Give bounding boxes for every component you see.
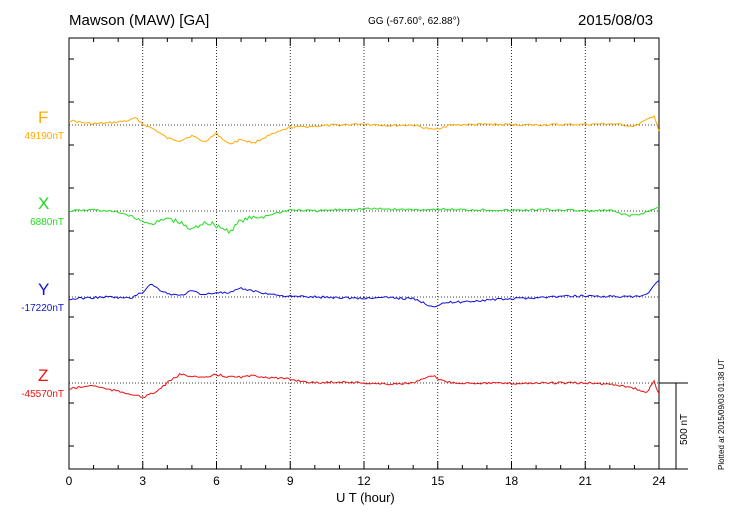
component-label-Y: Y — [38, 280, 50, 299]
geographic-coordinates: GG (-67.60°, 62.88°) — [368, 16, 460, 27]
vertical-gridlines — [142, 38, 586, 469]
component-label-Z: Z — [38, 366, 49, 385]
baseline-label-X: 6880nT — [30, 217, 64, 228]
trace-X — [68, 206, 660, 235]
baseline-label-Y: -17220nT — [21, 303, 64, 314]
scale-bar-label: 500 nT — [679, 413, 690, 445]
trace-F — [68, 115, 660, 145]
baseline-label-F: 49190nT — [24, 131, 64, 142]
scale-bar — [659, 382, 688, 470]
x-tick-label-15: 15 — [431, 474, 445, 488]
plotted-timestamp: Plotted at 2015/09/03 01:38 UT — [717, 358, 726, 470]
x-tick-label-0: 0 — [65, 474, 73, 488]
baseline-label-Z: -45570nT — [21, 389, 64, 400]
component-label-X: X — [38, 194, 50, 213]
x-tick-label-6: 6 — [213, 474, 220, 488]
x-tick-label-24: 24 — [652, 474, 666, 488]
x-tick-label-9: 9 — [286, 474, 294, 488]
trace-Y — [68, 279, 660, 308]
x-tick-label-21: 21 — [578, 474, 592, 488]
station-title: Mawson (MAW) [GA] — [69, 12, 210, 29]
x-axis-label: U T (hour) — [336, 490, 395, 505]
axis-ticks — [68, 38, 660, 469]
component-traces — [68, 115, 660, 399]
x-tick-label-18: 18 — [504, 474, 519, 488]
plot-date: 2015/08/03 — [578, 12, 654, 29]
x-tick-label-12: 12 — [357, 474, 371, 488]
x-tick-label-3: 3 — [139, 474, 147, 488]
trace-Z — [68, 372, 660, 399]
component-label-F: F — [38, 108, 49, 127]
